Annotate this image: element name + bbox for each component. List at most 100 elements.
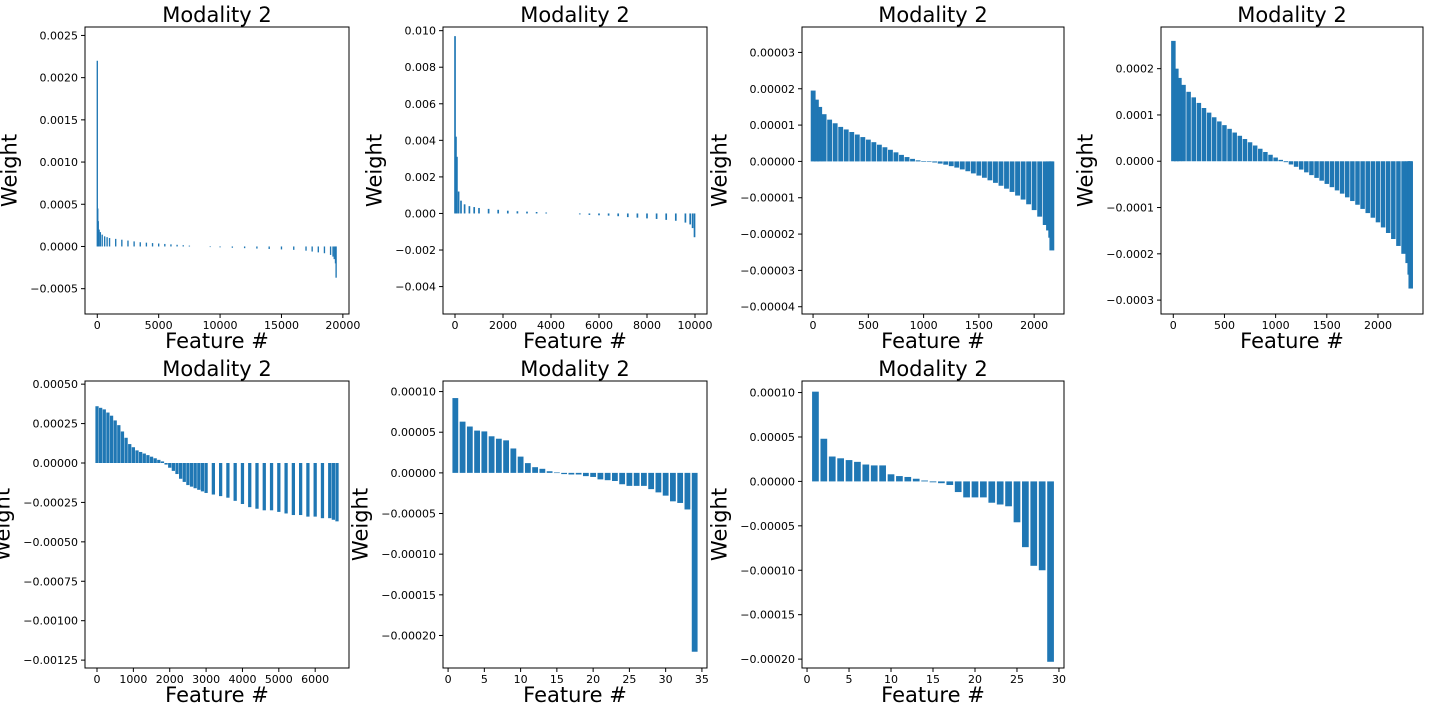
- bar: [200, 463, 205, 492]
- y-axis-label: Weight: [348, 488, 372, 561]
- bar: [248, 463, 252, 508]
- bar: [331, 463, 335, 520]
- bar: [317, 246, 319, 253]
- y-tick-label: −0.00020: [381, 629, 436, 642]
- bar: [219, 246, 221, 248]
- x-tick-label: 0: [94, 673, 101, 686]
- bar: [454, 36, 456, 214]
- bar: [255, 463, 259, 509]
- x-tick-label: 0: [94, 319, 101, 332]
- bar: [1329, 161, 1335, 188]
- bar: [604, 472, 611, 481]
- bar: [1181, 84, 1186, 162]
- bar: [655, 472, 662, 493]
- bar: [293, 246, 295, 250]
- bar: [926, 161, 932, 163]
- y-tick-label: 0.00001: [750, 119, 796, 132]
- bars: [454, 36, 696, 238]
- chart-title: Modality 2: [878, 3, 988, 27]
- bar: [929, 481, 937, 483]
- x-tick-label: 6000: [585, 319, 613, 332]
- bar: [617, 213, 620, 217]
- bar: [633, 472, 640, 486]
- bar: [619, 472, 626, 485]
- bar: [954, 481, 962, 493]
- chart-title: Modality 2: [162, 357, 272, 381]
- bar: [115, 238, 117, 247]
- bar: [1217, 121, 1222, 162]
- y-axis-label: Weight: [0, 488, 14, 561]
- bar: [827, 119, 833, 162]
- x-tick-label: 20000: [325, 319, 360, 332]
- bar: [269, 463, 274, 511]
- bar: [117, 425, 121, 463]
- bar: [553, 472, 560, 474]
- y-tick-label: −0.00075: [23, 575, 78, 588]
- bar: [153, 458, 157, 463]
- y-tick-label: −0.0002: [1106, 248, 1154, 261]
- y-tick-label: −0.00125: [23, 654, 78, 667]
- x-tick-label: 1000: [1262, 319, 1290, 332]
- y-tick-label: −0.0001: [1106, 202, 1154, 215]
- bar: [1037, 161, 1043, 217]
- bar: [168, 463, 172, 468]
- x-tick-label: 1500: [965, 319, 993, 332]
- bar: [311, 246, 313, 252]
- axes-frame: [84, 380, 350, 669]
- bar: [495, 438, 502, 473]
- bar: [128, 444, 132, 463]
- y-tick-label: 0.000: [405, 207, 437, 220]
- x-tick-label: 5: [846, 673, 853, 686]
- bar: [1031, 161, 1037, 211]
- y-tick-label: 0.006: [405, 98, 437, 111]
- bar: [506, 210, 509, 214]
- bar: [1171, 40, 1176, 162]
- subplot-4: 0 500 1000 1500 2000 −0.0003 −0.0002 −0.0001 0.0…: [1073, 3, 1424, 353]
- chart-title: Modality 2: [1237, 3, 1347, 27]
- bar: [109, 415, 114, 463]
- bar: [1222, 125, 1227, 162]
- bar: [626, 472, 633, 486]
- bar: [171, 463, 175, 471]
- bar: [854, 134, 860, 162]
- bar: [1232, 132, 1237, 162]
- bar: [648, 472, 655, 490]
- bar: [135, 450, 139, 463]
- bars: [812, 391, 1054, 662]
- bar: [186, 463, 190, 486]
- y-tick-label: 0.010: [405, 25, 437, 38]
- bar: [921, 480, 928, 482]
- bar: [170, 244, 172, 247]
- bar: [510, 448, 517, 473]
- y-tick-label: 0.00000: [391, 467, 437, 480]
- bar: [888, 149, 893, 162]
- bar: [1288, 161, 1294, 165]
- bar: [280, 246, 283, 250]
- subplot-7: 0 5 10 15 20 25 30 −0.00020 −0.00015 −0.00010 −0.0…: [707, 357, 1066, 707]
- bar: [1355, 161, 1360, 205]
- bar: [876, 144, 882, 162]
- bar: [179, 463, 183, 479]
- y-tick-label: −0.00002: [740, 228, 795, 241]
- x-tick-label: 1000: [910, 319, 938, 332]
- bar: [124, 437, 128, 463]
- x-tick-label: 4000: [537, 319, 565, 332]
- axes-frame: [442, 380, 708, 669]
- x-axis-label: Feature #: [881, 329, 985, 353]
- bar: [1211, 117, 1217, 162]
- bar: [817, 106, 823, 162]
- bar: [1283, 161, 1289, 163]
- y-tick-label: 0.0020: [40, 72, 79, 85]
- bar: [99, 407, 103, 463]
- y-tick-label: −0.004: [395, 281, 436, 294]
- bar: [503, 440, 509, 473]
- bar: [1273, 157, 1278, 162]
- bar: [882, 147, 888, 162]
- x-tick-label: 15000: [264, 319, 299, 332]
- bar: [915, 160, 921, 162]
- y-tick-label: −0.00005: [740, 520, 795, 533]
- x-axis-label: Feature #: [881, 683, 985, 707]
- bar: [333, 246, 335, 260]
- bar: [106, 412, 110, 463]
